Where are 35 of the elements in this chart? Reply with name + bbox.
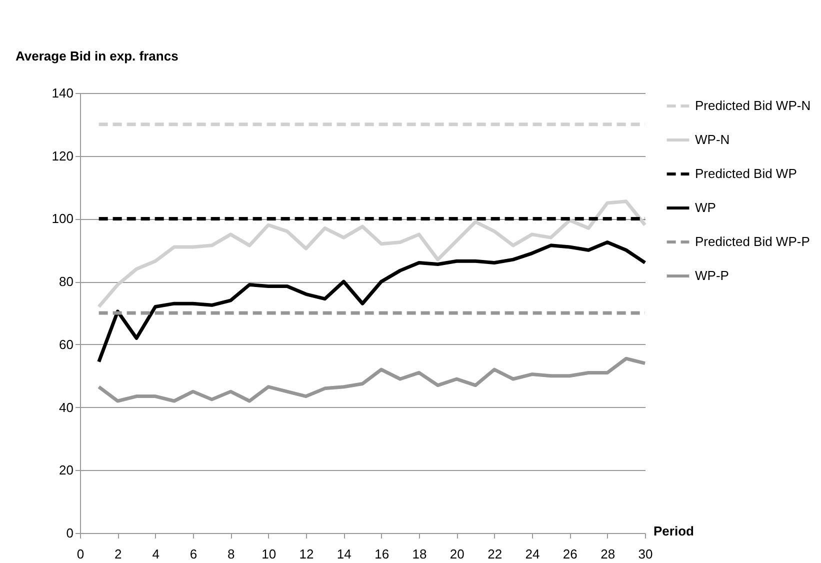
line-series xyxy=(97,356,647,403)
y-tick-label: 20 xyxy=(59,462,74,478)
y-tick-label: 0 xyxy=(66,526,74,540)
y-axis-title: Average Bid in exp. francs xyxy=(16,48,178,64)
y-tick-label: 80 xyxy=(59,274,74,290)
x-tick-label: 0 xyxy=(76,546,84,562)
x-tick-label: 30 xyxy=(638,546,653,562)
line-series xyxy=(97,240,647,364)
y-tick-label: 60 xyxy=(59,336,74,352)
line-series xyxy=(97,200,647,308)
x-tick-label: 6 xyxy=(190,546,198,562)
x-tick-label: 26 xyxy=(562,546,578,562)
legend-label: Predicted Bid WP-P xyxy=(695,234,810,249)
y-tick-label: 140 xyxy=(52,86,74,100)
legend-label: Predicted Bid WP xyxy=(695,166,797,181)
y-tick-label: 120 xyxy=(52,148,74,164)
y-tick-label: 40 xyxy=(59,400,74,415)
x-tick-label: 8 xyxy=(228,546,235,562)
x-tick-label: 12 xyxy=(299,546,314,562)
x-tick-label: 10 xyxy=(262,546,276,562)
x-tick-label: 14 xyxy=(336,546,352,562)
x-tick-label: 22 xyxy=(488,546,502,562)
legend-label: WP-N xyxy=(695,132,730,147)
legend-label: WP xyxy=(695,200,716,215)
x-tick-label: 24 xyxy=(525,546,540,562)
x-axis-title: Period xyxy=(654,524,694,538)
y-tick-label: 100 xyxy=(52,211,74,226)
x-tick-label: 2 xyxy=(114,546,122,562)
x-tick-label: 28 xyxy=(600,546,616,562)
legend-label: Predicted Bid WP-N xyxy=(695,98,811,113)
x-tick-label: 18 xyxy=(412,546,427,562)
x-tick-label: 16 xyxy=(374,546,390,562)
x-tick-label: 20 xyxy=(450,546,464,562)
x-tick-label: 4 xyxy=(152,546,160,562)
legend-label: WP-P xyxy=(695,268,729,283)
